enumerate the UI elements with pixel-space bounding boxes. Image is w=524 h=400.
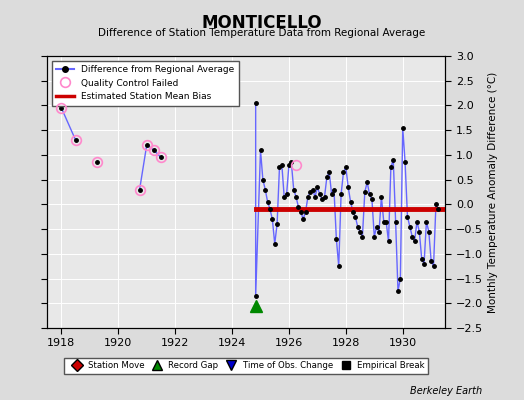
- Text: Difference of Station Temperature Data from Regional Average: Difference of Station Temperature Data f…: [99, 28, 425, 38]
- Legend: Difference from Regional Average, Quality Control Failed, Estimated Station Mean: Difference from Regional Average, Qualit…: [52, 60, 239, 106]
- Text: Berkeley Earth: Berkeley Earth: [410, 386, 482, 396]
- Text: MONTICELLO: MONTICELLO: [202, 14, 322, 32]
- Legend: Station Move, Record Gap, Time of Obs. Change, Empirical Break: Station Move, Record Gap, Time of Obs. C…: [64, 358, 428, 374]
- Y-axis label: Monthly Temperature Anomaly Difference (°C): Monthly Temperature Anomaly Difference (…: [488, 71, 498, 313]
